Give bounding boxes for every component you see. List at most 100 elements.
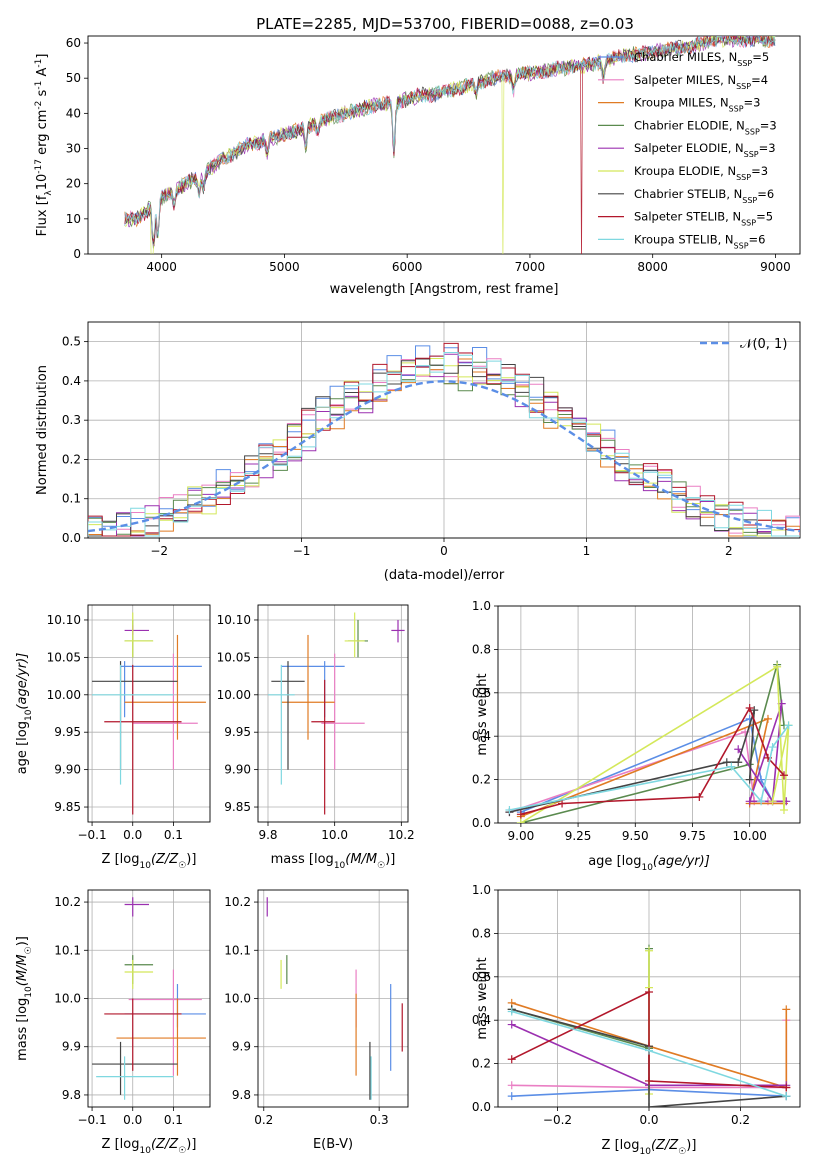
weight-marker-kroupa-stelib [757, 797, 766, 806]
weight-marker-kroupa-miles [782, 1005, 791, 1014]
legend-sub: SSP [734, 241, 749, 250]
spectrum-ylabel-part: -17 [34, 159, 44, 174]
errorbar-kroupa-elodie [344, 612, 365, 658]
y-tick-label: 10.1 [224, 943, 251, 957]
weight-marker-kroupa-stelib [782, 1092, 791, 1101]
y-tick-label: 50 [66, 71, 81, 85]
weight-vs-age-lines [505, 660, 793, 823]
legend-count: =6 [749, 232, 766, 246]
x-tick-label: 6000 [392, 260, 423, 274]
y-tick-label: 9.95 [224, 725, 251, 739]
mass-vs-Z-xlabel: Z [log10(Z/Z☉)] [102, 1137, 197, 1156]
y-tick-label: 30 [66, 142, 81, 156]
weight-vs-age-xlabel-part: 10 [641, 863, 653, 873]
y-tick-label: 10.05 [47, 650, 81, 664]
weight-marker-salpeter-elodie [734, 745, 743, 754]
weight-marker-chabrier-stelib [722, 758, 731, 767]
legend-count: =3 [744, 96, 761, 110]
x-tick-label: 1 [583, 544, 591, 558]
weight-line-kroupa-miles [511, 1002, 788, 1089]
spectrum-ylabel-part: -2 [34, 101, 44, 110]
y-tick-label: 9.95 [54, 725, 81, 739]
weight-vs-age-xlabel-part: age [log [588, 854, 641, 869]
errorbar-salpeter-miles [128, 969, 202, 1076]
spectrum-lines [124, 36, 776, 254]
y-tick-label: 0.0 [62, 531, 81, 545]
mass-vs-Z-xlabel-part: 10 [139, 1146, 151, 1156]
legend-name: Chabrier MILES, N [634, 50, 737, 64]
x-tick-label: 8000 [637, 260, 668, 274]
x-tick-label: 9.00 [508, 829, 535, 843]
spectrum-ylabel-part: -1 [34, 59, 44, 68]
weight-line-salpeter-stelib [511, 990, 787, 1089]
age-vs-Z-ylabel: age [log10(age/yr)] [15, 653, 34, 775]
weight-vs-Z-xlabel-part: Z [log [602, 1138, 640, 1153]
x-tick-label: −0.1 [77, 1113, 106, 1127]
y-tick-label: 0.1 [62, 492, 81, 506]
age-vs-Z-frame [87, 604, 211, 823]
errorbar-salpeter-miles [321, 653, 365, 770]
weight-marker-kroupa-elodie [779, 805, 788, 814]
age-vs-Z-xlabel-part: (Z/Z [151, 852, 179, 867]
y-tick-label: 9.9 [62, 1040, 81, 1054]
weight-marker-salpeter-stelib [558, 799, 567, 808]
normal-curve [88, 380, 800, 533]
errorbar-kroupa-stelib [268, 664, 295, 785]
weight-marker-salpeter-elodie [745, 797, 754, 806]
x-tick-label: −0.1 [77, 828, 106, 842]
weight-vs-Z-lines [507, 944, 791, 1107]
y-tick-label: 40 [66, 106, 81, 120]
errorbar-kroupa-miles [116, 998, 206, 1076]
y-tick-label: 0.4 [472, 1013, 491, 1027]
x-tick-label: 4000 [146, 260, 177, 274]
spectrum-ylabel-part: 10 [35, 174, 50, 191]
weight-marker-kroupa-miles [763, 714, 772, 723]
weight-line-salpeter-stelib [520, 706, 785, 816]
errorbar-kroupa-stelib [96, 1056, 174, 1100]
errorbar-kroupa-stelib [92, 664, 174, 785]
residuals-axes: −2 −1 0 1 2 0.0 0.1 0.2 0.3 0.4 0.5 [62, 321, 801, 558]
y-tick-label: 10.00 [47, 688, 81, 702]
spectrum-axes: 4000 5000 6000 7000 8000 9000 0 10 20 30 40 50 60 [66, 35, 801, 274]
spectrum-ylabel-part: Flux [f [35, 195, 50, 236]
errorbar-salpeter-stelib [311, 679, 335, 815]
weight-marker-salpeter-stelib [695, 792, 704, 801]
x-tick-label: 0.3 [370, 1113, 389, 1127]
y-tick-label: 9.90 [224, 763, 251, 777]
legend-sub: SSP [737, 59, 752, 68]
weight-marker-salpeter-stelib [645, 987, 653, 996]
y-tick-label: 1.0 [472, 599, 491, 613]
weight-vs-Z-axes: −0.2 0.0 0.2 0.0 0.2 0.4 0.6 0.8 1.0 [472, 883, 801, 1127]
mass-vs-Z-ylabel: mass [log10(M/M☉)] [15, 936, 34, 1061]
y-tick-label: 10.10 [47, 613, 81, 627]
x-tick-label: 10.00 [732, 829, 766, 843]
legend-count: =6 [757, 187, 774, 201]
x-tick-label: 10.2 [388, 828, 415, 842]
weight-line-kroupa-miles [520, 717, 784, 818]
x-tick-label: 0.1 [164, 828, 183, 842]
legend-name: Salpeter MILES, N [634, 73, 736, 87]
errorbar-kroupa-elodie [124, 959, 154, 989]
legend-name: Kroupa STELIB, N [634, 232, 734, 246]
x-tick-label: 7000 [515, 260, 546, 274]
legend-count: =3 [759, 141, 776, 155]
errorbar-kroupa-elodie [124, 612, 154, 658]
legend-name: Salpeter STELIB, N [634, 210, 741, 224]
mass-vs-ebv-points [266, 897, 403, 1100]
legend-label-salpeter-elodie: Salpeter ELODIE, NSSP=3 [634, 141, 776, 159]
y-tick-label: 10.0 [54, 992, 81, 1006]
legend-count: =3 [751, 164, 768, 178]
y-tick-label: 10.0 [224, 992, 251, 1006]
weight-vs-age-ylabel: mass weight [475, 673, 490, 755]
y-tick-label: 9.90 [54, 763, 81, 777]
errorbar-chabrier-stelib [92, 661, 178, 770]
legend-count: =5 [756, 210, 773, 224]
mass-vs-Z-ylabel-part: 10 [24, 986, 34, 998]
errorbar-kroupa-miles [281, 634, 335, 740]
y-tick-label: 0.4 [472, 729, 491, 743]
x-tick-label: 0.0 [639, 1113, 658, 1127]
y-tick-label: 0.0 [472, 1100, 491, 1114]
weight-vs-Z-xlabel: Z [log10(Z/Z☉)] [602, 1138, 697, 1157]
weight-marker-kroupa-elodie [645, 946, 653, 955]
age-vs-Z-xlabel-part: )] [186, 852, 196, 867]
